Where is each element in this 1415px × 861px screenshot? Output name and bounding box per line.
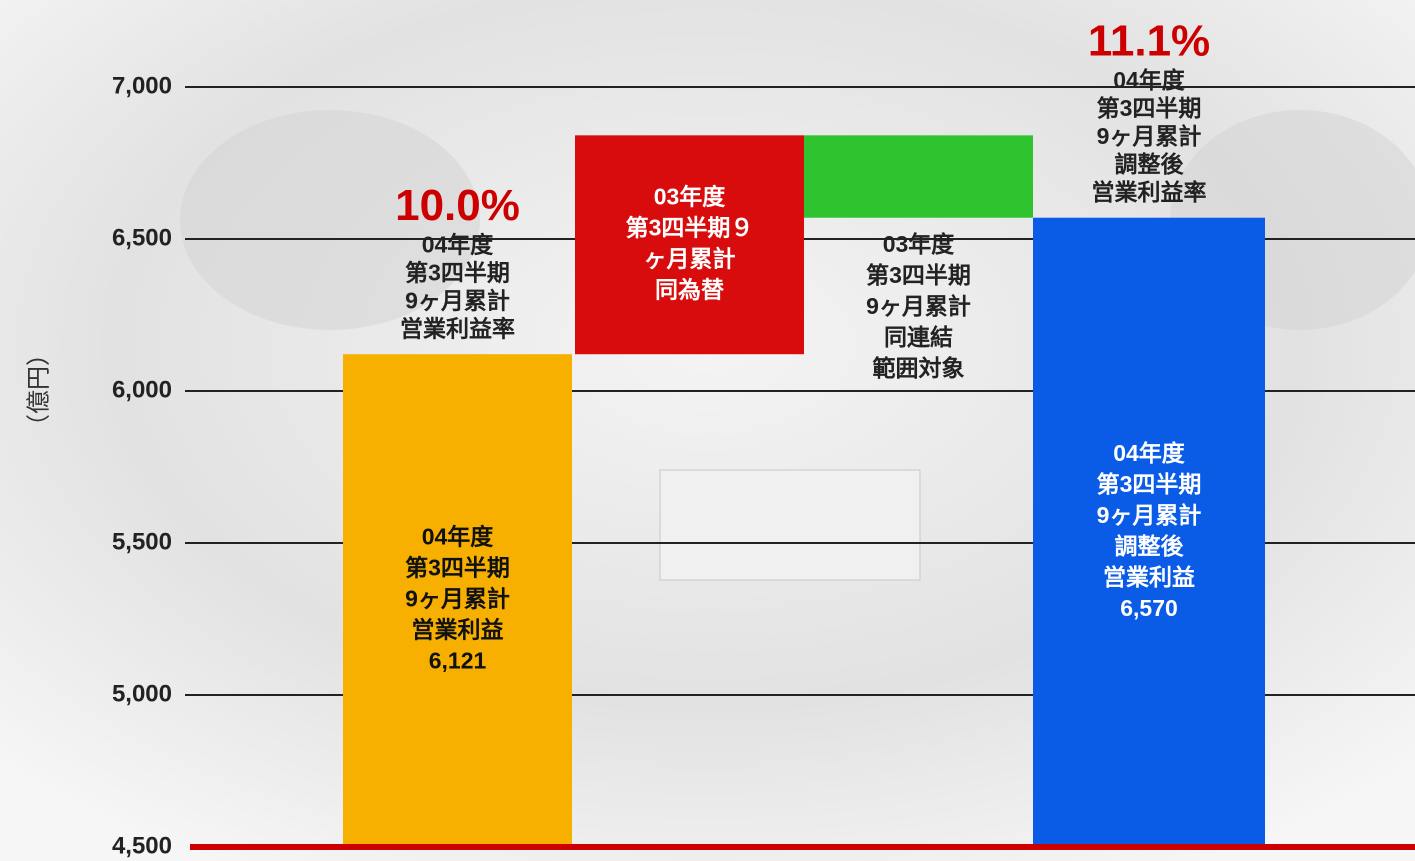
bar-label: 04年度: [1113, 67, 1186, 93]
y-axis-label: （億円）: [25, 342, 52, 438]
bar-label: 範囲対象: [873, 355, 965, 381]
bar-label: 同連結: [884, 324, 953, 350]
bar-label: 調整後: [1115, 151, 1185, 177]
bar-label: 9ヶ月累計: [405, 586, 510, 612]
y-tick-label: 5,500: [112, 528, 172, 555]
bar-label: 調整後: [1115, 533, 1185, 559]
y-tick-label: 4,500: [112, 832, 172, 859]
bar-label: 9ヶ月累計: [1097, 502, 1202, 528]
headlight: [180, 110, 480, 330]
bar-label: 営業利益: [1103, 564, 1195, 590]
value-label: 6,121: [429, 648, 487, 674]
bar-label: 営業利益率: [1092, 179, 1207, 205]
bar: [343, 354, 572, 847]
bar-label: 営業利益: [412, 617, 504, 643]
bar: [575, 135, 804, 355]
bar-label: 04年度: [1113, 440, 1186, 466]
bar-label: 営業利益率: [400, 315, 515, 341]
bar-label: 第3四半期９: [626, 214, 754, 240]
y-tick-label: 5,000: [112, 680, 172, 707]
bar-label: 03年度: [654, 183, 727, 209]
bar-label: 9ヶ月累計: [1097, 123, 1202, 149]
bar-label: 第3四半期: [1097, 95, 1202, 121]
bar-label: 9ヶ月累計: [405, 287, 510, 313]
bar-label: ヶ月累計: [644, 245, 736, 271]
bar-label: 9ヶ月累計: [866, 293, 971, 319]
plate: [659, 469, 921, 581]
bar-label: 第3四半期: [405, 555, 510, 581]
bar-label: 04年度: [422, 524, 495, 550]
y-tick-label: 7,000: [112, 72, 172, 99]
rate-label: 10.0%: [395, 181, 520, 230]
bar-label: 第3四半期: [1097, 471, 1202, 497]
bar: [804, 135, 1033, 218]
y-tick-label: 6,500: [112, 224, 172, 251]
bar-label: 03年度: [883, 231, 956, 257]
value-label: 6,570: [1120, 595, 1178, 621]
bar-label: 同為替: [655, 276, 724, 302]
bar-label: 第3四半期: [866, 262, 971, 288]
bar: [1033, 217, 1265, 848]
y-tick-label: 6,000: [112, 376, 172, 403]
bar-label: 第3四半期: [405, 259, 510, 285]
rate-label: 11.1%: [1088, 16, 1210, 65]
bar-label: 04年度: [422, 231, 495, 257]
